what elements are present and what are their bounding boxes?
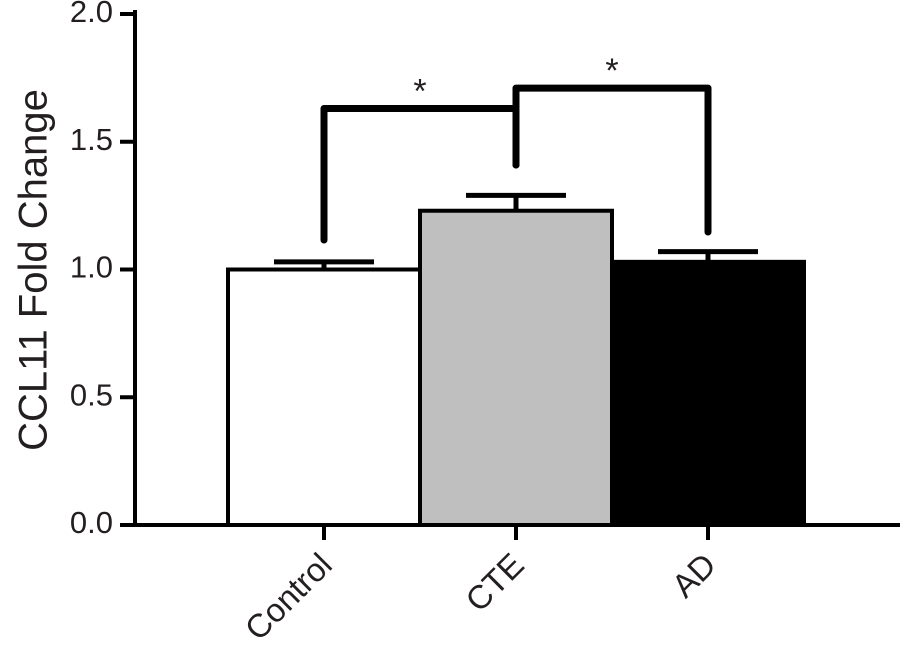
- error-bar-ad: [658, 249, 758, 262]
- y-tick-label: 2.0: [70, 0, 113, 29]
- bar-ad: [610, 259, 806, 527]
- x-tick-label-ad: AD: [664, 546, 723, 605]
- axes: [120, 10, 900, 540]
- y-axis-title: CCL11 Fold Change: [12, 89, 56, 451]
- significance-bracket-2: *: [512, 52, 712, 236]
- y-tick-label: 1.0: [70, 250, 113, 285]
- bar-cte: [418, 208, 614, 528]
- x-tick-label-control: Control: [238, 546, 339, 647]
- y-tick-label: 0.0: [70, 505, 113, 540]
- bars: [226, 208, 806, 528]
- y-tick-label: 0.5: [70, 377, 113, 412]
- error-bars: [274, 192, 758, 270]
- bar-control: [226, 267, 422, 527]
- significance-label: *: [413, 73, 426, 111]
- y-tick-label: 1.5: [70, 122, 113, 157]
- bracket-line: [512, 84, 712, 236]
- significance-brackets: **: [320, 52, 712, 244]
- error-bar-cte: [466, 192, 566, 211]
- x-tick-label-cte: CTE: [458, 546, 531, 619]
- error-bar-control: [274, 259, 374, 270]
- significance-label: *: [605, 52, 618, 90]
